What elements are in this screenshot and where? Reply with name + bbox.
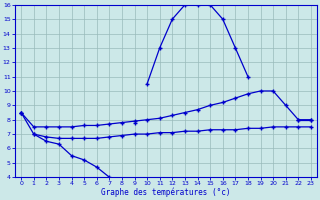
X-axis label: Graphe des températures (°c): Graphe des températures (°c): [101, 188, 231, 197]
